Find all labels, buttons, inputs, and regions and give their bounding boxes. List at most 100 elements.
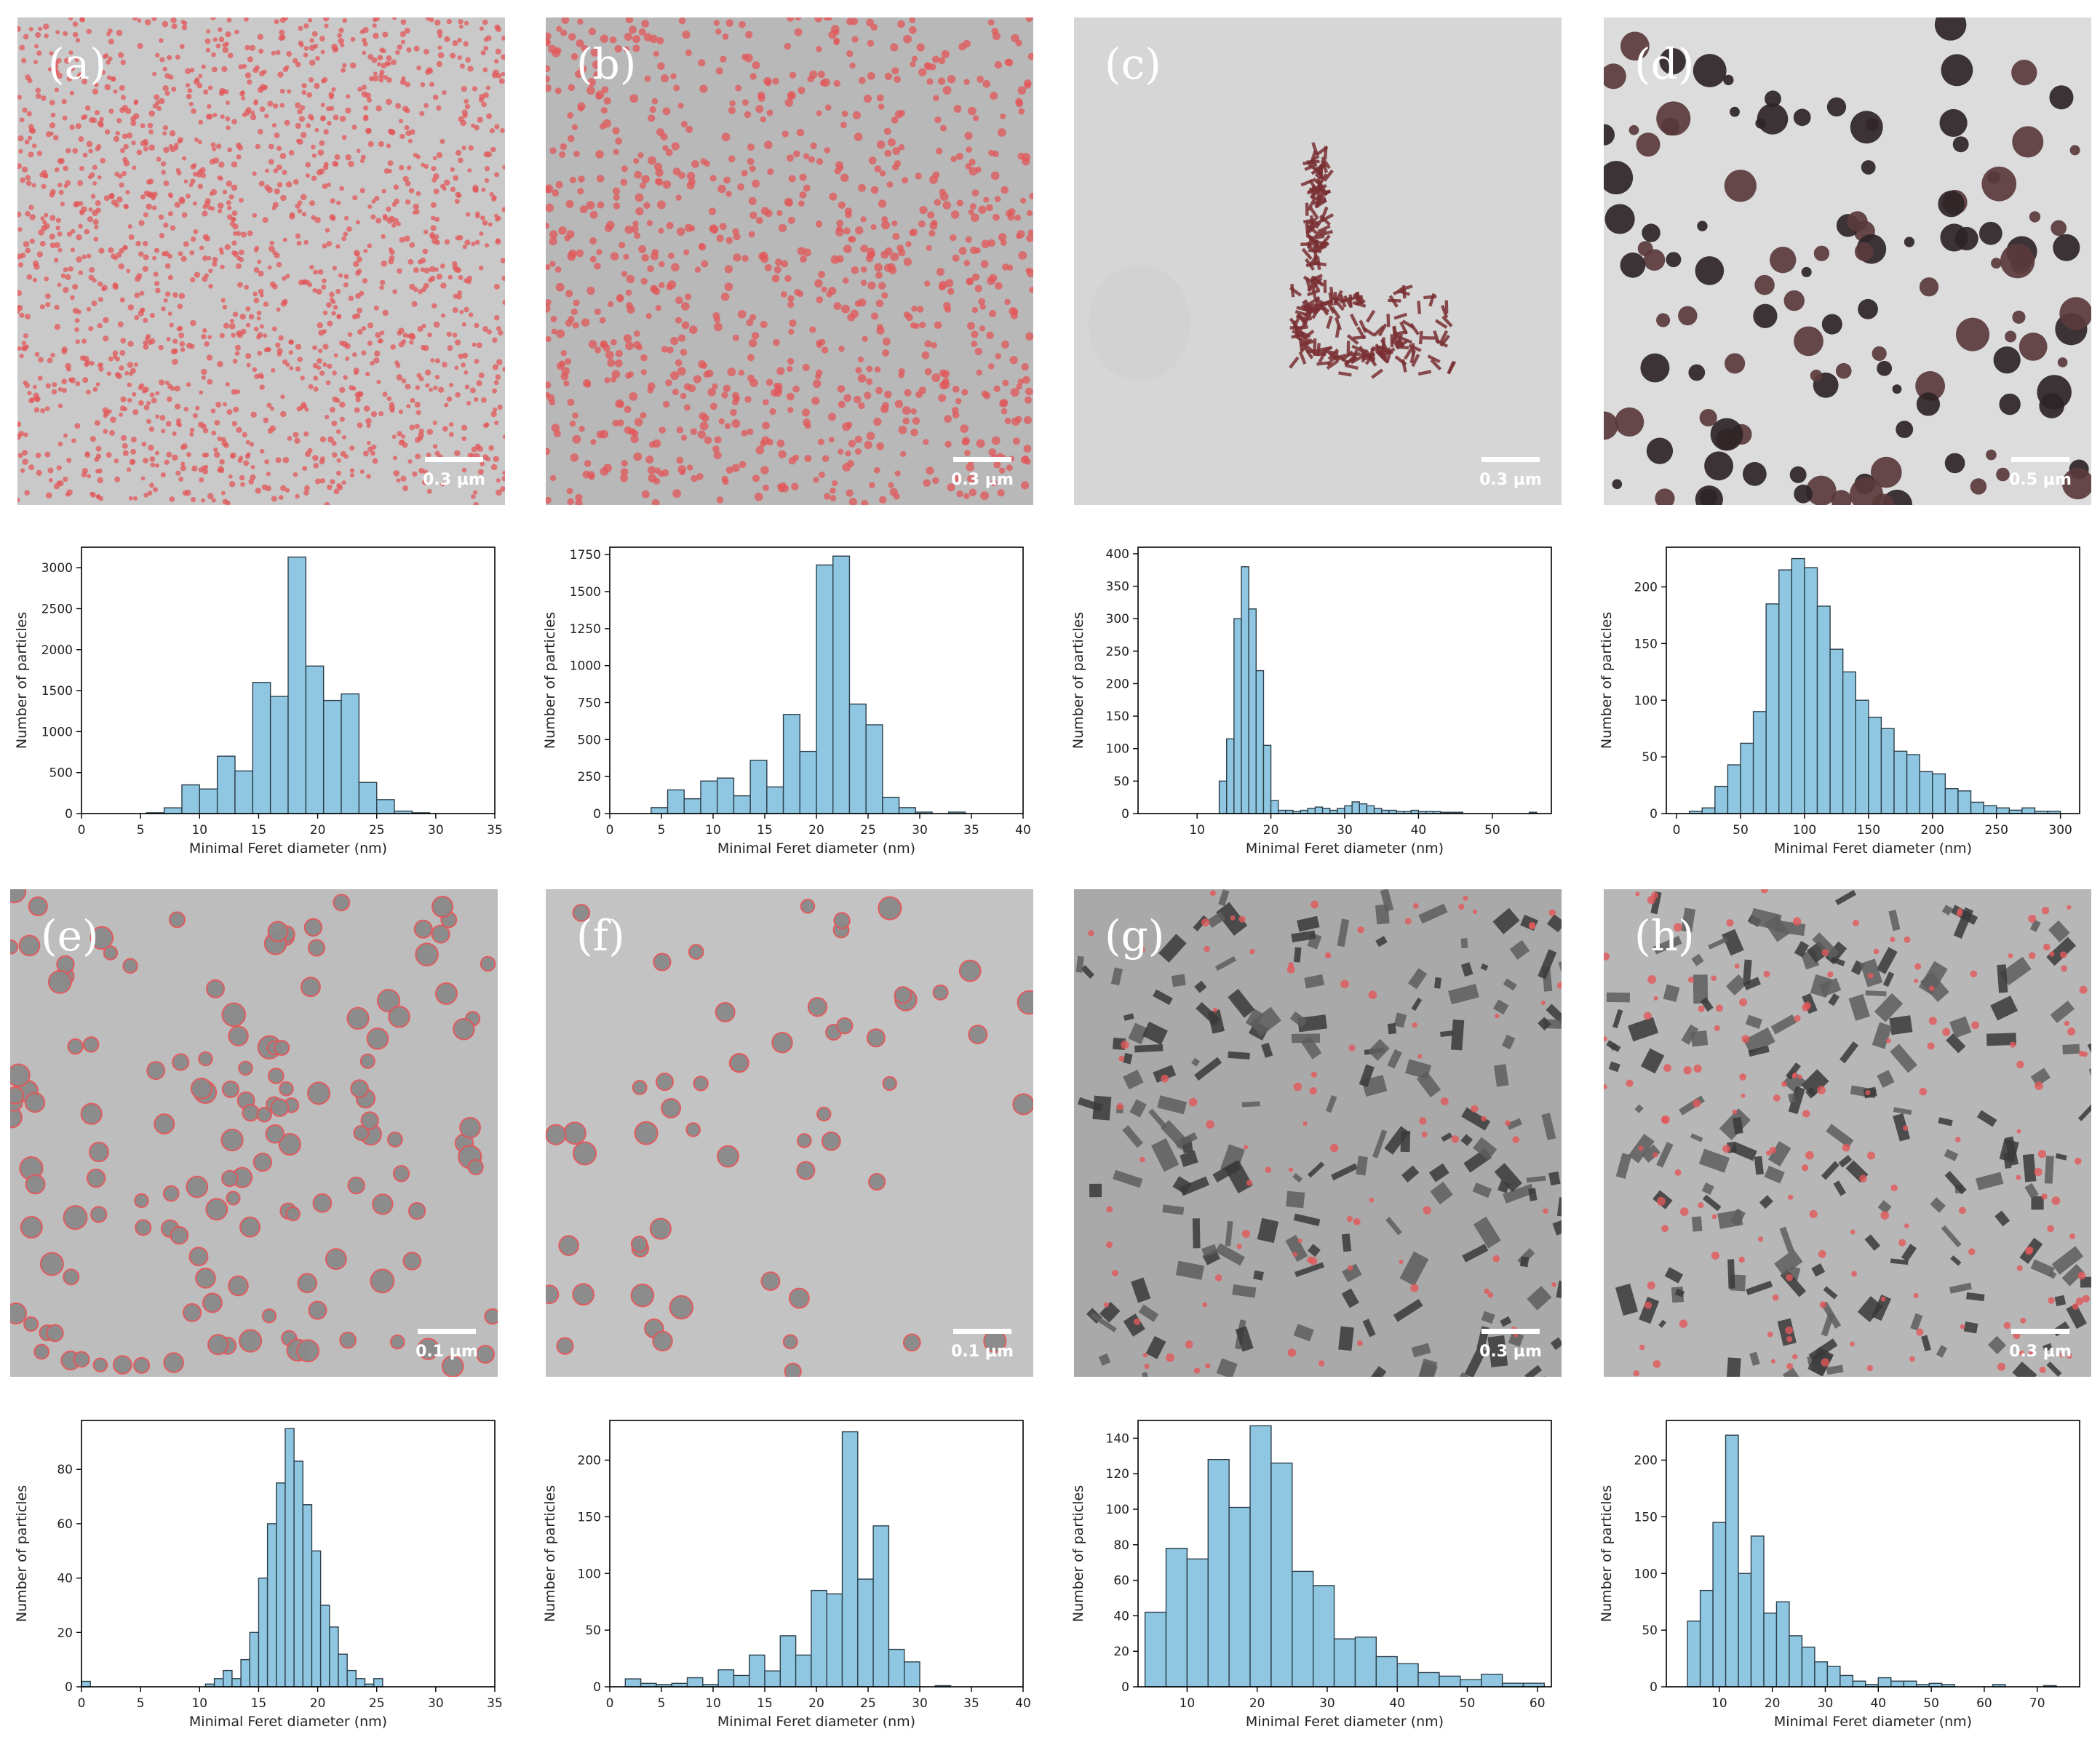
particle	[670, 336, 679, 346]
particle	[335, 429, 341, 434]
particle	[349, 445, 355, 451]
aggregate	[1650, 891, 1662, 915]
particle	[239, 1216, 260, 1238]
plot-frame	[1666, 1420, 2080, 1688]
particle	[252, 367, 258, 373]
particle	[676, 456, 684, 464]
particle	[971, 273, 980, 281]
particle	[372, 17, 378, 23]
particle	[978, 298, 986, 306]
aggregate	[1473, 1137, 1498, 1161]
particle	[128, 496, 133, 501]
aggregate	[1920, 971, 1949, 1002]
particle	[923, 479, 931, 488]
particle	[207, 335, 212, 340]
particle	[172, 359, 178, 365]
particle	[322, 278, 327, 284]
particle	[843, 227, 851, 235]
particle	[1458, 903, 1465, 910]
particle	[924, 280, 931, 287]
particle	[2057, 357, 2068, 367]
particle	[958, 247, 967, 255]
particle	[376, 379, 381, 385]
particle	[788, 1287, 810, 1309]
particle	[1140, 1156, 1145, 1163]
particle	[1118, 1055, 1125, 1062]
particle	[1835, 362, 1852, 379]
particle	[391, 223, 397, 228]
particle	[1638, 1145, 1644, 1151]
aggregate	[2000, 956, 2032, 986]
particle	[161, 429, 166, 434]
particle	[2005, 330, 2017, 343]
particle	[277, 71, 284, 78]
particle	[444, 402, 449, 408]
particle	[370, 450, 375, 456]
particle	[494, 59, 499, 64]
particle	[1626, 1079, 1634, 1087]
particle	[898, 143, 905, 151]
particle	[53, 60, 59, 66]
particle	[226, 17, 232, 23]
particle	[641, 490, 650, 498]
particle	[1890, 1184, 1898, 1192]
particle	[480, 955, 496, 972]
particle	[127, 362, 134, 368]
particle	[415, 942, 439, 966]
aggregate	[1652, 936, 1682, 955]
aggregate	[1325, 1094, 1337, 1113]
particle	[1656, 1196, 1666, 1206]
particle	[468, 145, 474, 151]
particle	[934, 199, 942, 206]
particle	[565, 319, 573, 327]
aggregate	[1901, 1244, 1917, 1262]
aggregate	[1938, 1117, 1953, 1126]
particle	[119, 349, 126, 356]
particle	[472, 86, 478, 92]
particle	[577, 188, 584, 195]
particle	[803, 248, 811, 257]
aggregate	[1807, 1347, 1834, 1377]
particle	[116, 196, 123, 203]
particle	[478, 266, 484, 271]
particle	[263, 417, 269, 424]
particle	[974, 347, 982, 356]
particle	[92, 88, 99, 95]
particle	[1885, 1038, 1891, 1044]
particle	[1861, 160, 1876, 175]
particle	[667, 346, 674, 354]
particle	[568, 249, 577, 258]
histogram-bar	[199, 788, 218, 814]
particle	[54, 258, 59, 263]
particle	[158, 344, 164, 351]
particle	[458, 157, 464, 164]
particle	[1890, 937, 1896, 942]
particles-d	[1604, 17, 2091, 505]
rod-particle	[1355, 292, 1360, 306]
rod-particle	[1417, 370, 1432, 376]
histogram-bar	[1868, 716, 1882, 814]
particle	[10, 1086, 25, 1105]
x-tick-label: 20	[1765, 1696, 1781, 1711]
particle	[712, 383, 718, 390]
aggregate	[1550, 1337, 1562, 1351]
particle	[147, 490, 153, 496]
particle	[683, 383, 691, 391]
particle	[912, 417, 920, 425]
particle	[1711, 1251, 1719, 1260]
particle	[340, 416, 346, 422]
particle	[570, 453, 578, 462]
particle	[755, 105, 764, 114]
aggregate	[1092, 1095, 1112, 1121]
particle	[480, 215, 485, 220]
particle	[1695, 256, 1725, 285]
particle	[204, 452, 210, 458]
particle	[659, 261, 665, 268]
particle	[760, 1271, 781, 1292]
particle	[565, 358, 572, 365]
x-tick-label: 100	[1793, 823, 1816, 838]
particle	[168, 144, 174, 149]
particle	[902, 1333, 921, 1352]
rod-particle	[1377, 351, 1390, 364]
particle	[890, 252, 899, 261]
